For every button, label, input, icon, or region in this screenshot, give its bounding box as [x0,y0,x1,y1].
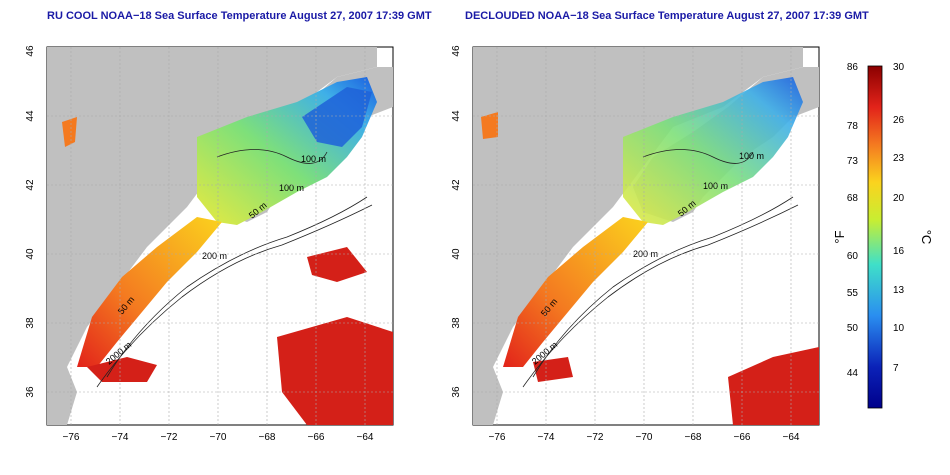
left-land-mass [47,47,377,425]
left-map-panel: 100 m 100 m 50 m 200 m 50 m 2000 m −76 −… [25,45,394,443]
left-contour-label-4: 200 m [202,251,227,261]
left-lat-tick: 38 [25,317,36,329]
celsius-tick: 13 [893,285,905,296]
left-lat-tick: 42 [25,179,36,191]
right-lat-tick: 40 [451,248,462,260]
right-lat-tick: 46 [451,45,462,57]
left-contour-200m [106,196,368,378]
left-lon-tick: −72 [161,432,178,443]
right-lon-tick: −76 [489,432,506,443]
right-lon-tick: −70 [636,432,653,443]
left-lat-tick: 44 [25,110,36,122]
left-map-title: RU COOL NOAA−18 Sea Surface Temperature … [47,10,432,22]
right-sst-lake-patch [481,112,498,139]
left-lon-tick: −70 [210,432,227,443]
right-sst-gulf-stream [728,347,819,425]
right-contour-label-1: 100 m [739,151,764,161]
right-contour-label-2: 100 m [703,181,728,191]
colorbar-fahrenheit-ticks: 86 78 73 68 60 55 50 44 [847,62,859,379]
right-lon-tick: −64 [783,432,800,443]
right-contour-200m [532,196,794,378]
left-contour-label-2: 100 m [279,183,304,193]
left-contour-2000m [96,204,373,388]
right-lat-tick: 44 [451,110,462,122]
left-sst-warm-eddy-2 [87,357,157,382]
colorbar: 86 78 73 68 60 55 50 44 30 26 23 20 16 1… [832,62,934,409]
left-sst-warm-eddy-1 [307,247,367,282]
right-sst-mid-atlantic-shelf [503,217,648,367]
right-lat-tick: 36 [451,386,462,398]
fahrenheit-tick: 73 [847,156,859,167]
left-lat-axis: 36 38 40 42 44 46 [25,45,36,398]
left-gridlines [47,47,393,425]
left-lat-tick: 46 [25,45,36,57]
right-map-title: DECLOUDED NOAA−18 Sea Surface Temperatur… [465,10,869,22]
right-contour-100m [642,149,754,164]
left-sst-mid-atlantic-shelf [77,217,222,367]
left-lon-tick: −66 [308,432,325,443]
right-lat-tick: 38 [451,317,462,329]
right-lon-axis: −76 −74 −72 −70 −68 −66 −64 [489,432,800,443]
celsius-tick: 7 [893,363,899,374]
right-sst-warm-eddy [533,357,573,382]
celsius-tick: 10 [893,323,905,334]
celsius-tick: 26 [893,115,905,126]
left-lat-tick: 36 [25,386,36,398]
fahrenheit-tick: 50 [847,323,859,334]
fahrenheit-tick: 78 [847,121,859,132]
fahrenheit-tick: 60 [847,251,859,262]
colorbar-strip [867,65,883,409]
fahrenheit-axis-label: °F [832,230,847,243]
right-land-mass [473,47,803,425]
right-lon-tick: −72 [587,432,604,443]
celsius-tick: 20 [893,193,905,204]
left-contour-100m [216,149,328,164]
celsius-axis-label: °C [919,230,934,245]
left-lon-tick: −68 [259,432,276,443]
right-lon-tick: −74 [538,432,555,443]
fahrenheit-tick: 86 [847,62,859,73]
left-contour-label-1: 100 m [301,154,326,164]
right-gridlines [473,47,819,425]
left-sst-cold-core [302,87,372,147]
fahrenheit-tick: 55 [847,288,859,299]
celsius-tick: 16 [893,246,905,257]
right-lat-axis: 36 38 40 42 44 46 [451,45,462,398]
right-lon-tick: −68 [685,432,702,443]
colorbar-celsius-ticks: 30 26 23 20 16 13 10 7 [893,62,905,374]
fahrenheit-tick: 44 [847,368,859,379]
left-lat-tick: 40 [25,248,36,260]
left-lon-axis: −76 −74 −72 −70 −68 −66 −64 [63,432,374,443]
right-contour-2000m [522,204,799,388]
celsius-tick: 23 [893,153,905,164]
right-map-panel: 100 m 100 m 50 m 200 m 50 m 2000 m −76 −… [451,45,820,443]
right-sst-gulf-of-maine [623,77,803,225]
right-lon-tick: −66 [734,432,751,443]
fahrenheit-tick: 68 [847,193,859,204]
left-lon-tick: −74 [112,432,129,443]
left-sst-gulf-stream [277,317,393,425]
left-lon-tick: −64 [357,432,374,443]
left-sst-lake-patch [62,117,77,147]
right-lat-tick: 42 [451,179,462,191]
left-lon-tick: −76 [63,432,80,443]
celsius-tick: 30 [893,62,905,73]
